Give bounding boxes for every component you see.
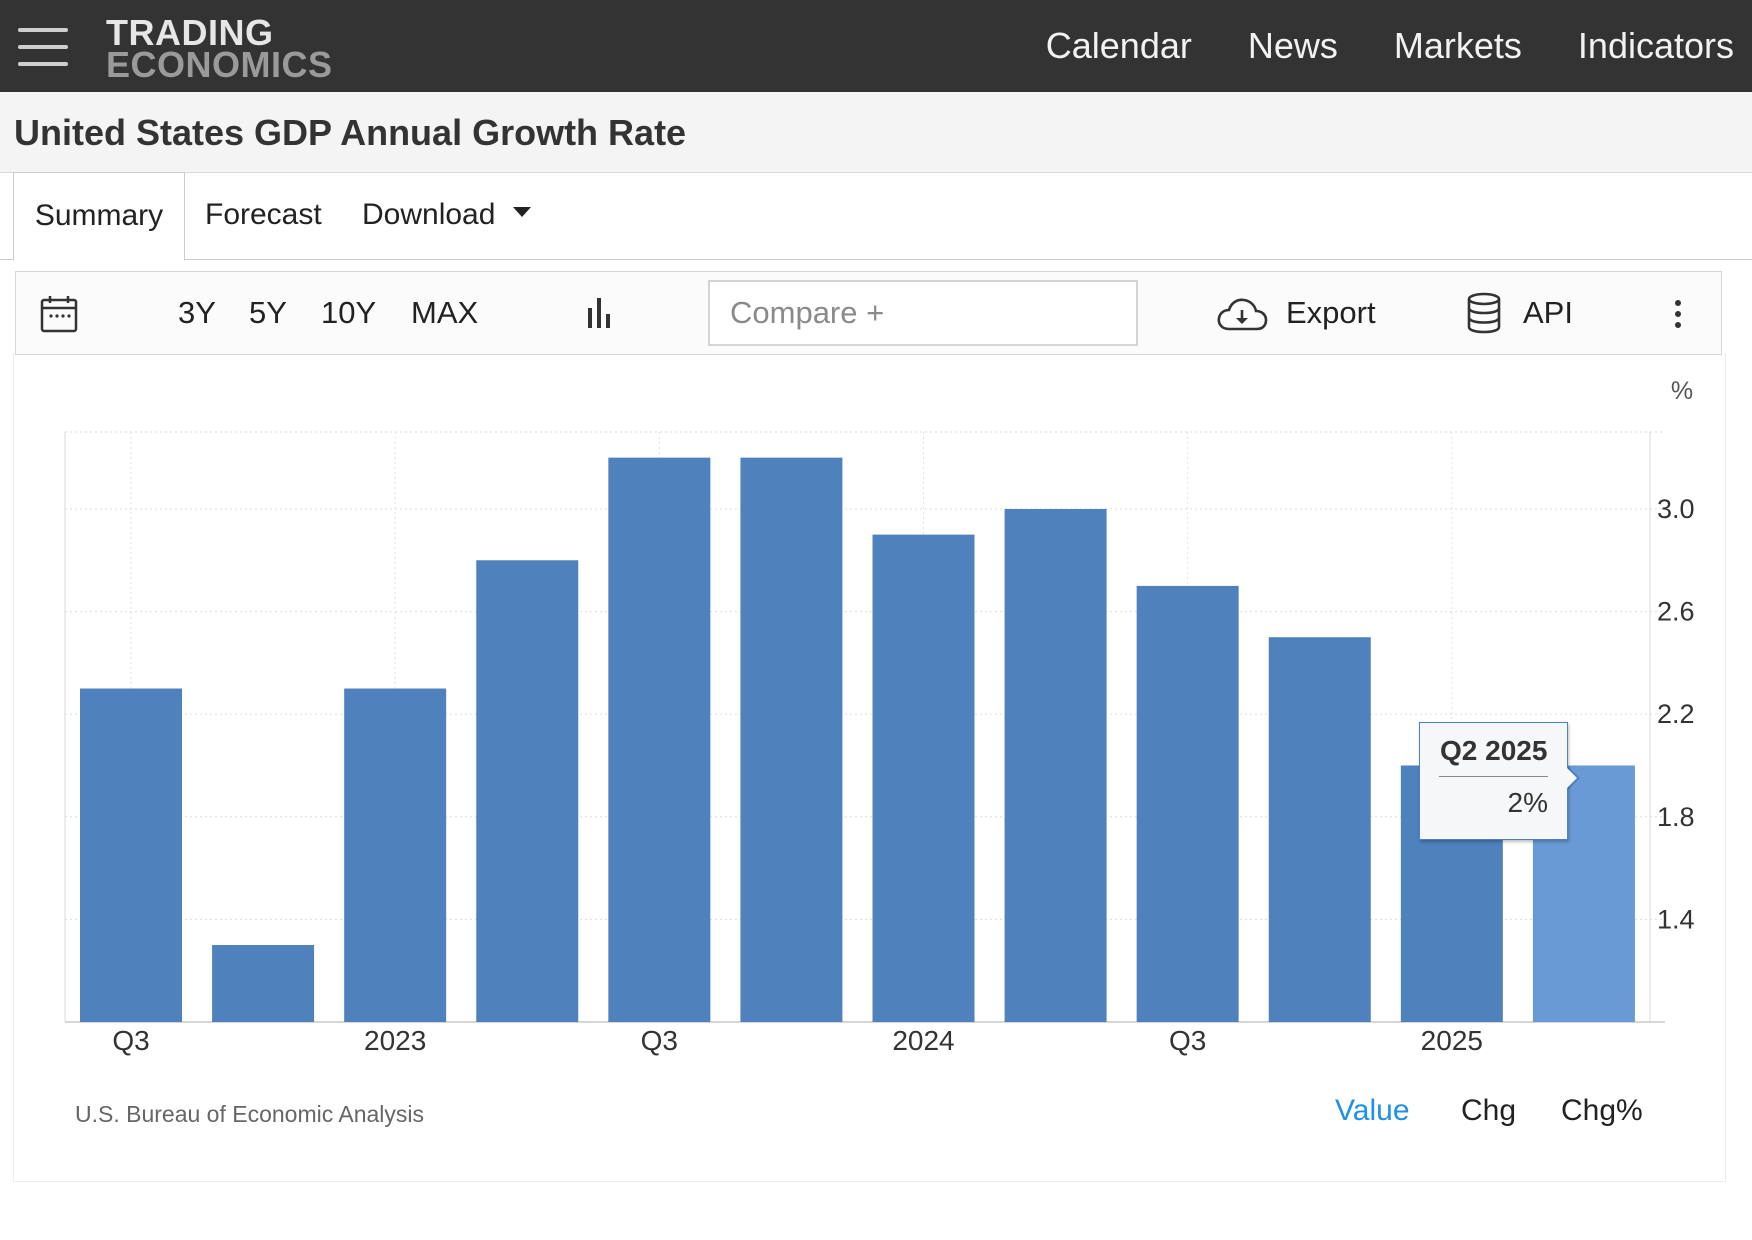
compare-input[interactable]: [708, 280, 1138, 346]
more-options-icon[interactable]: [1673, 299, 1683, 329]
y-tick-label: 1.8: [1657, 802, 1695, 832]
tooltip-value: 2%: [1507, 787, 1548, 818]
bar-q4-2022[interactable]: [212, 945, 315, 1022]
range-10y[interactable]: 10Y: [321, 295, 377, 330]
tooltip-arrow-fill: [1566, 767, 1577, 789]
chevron-down-icon: [513, 207, 532, 218]
nav-calendar[interactable]: Calendar: [1045, 25, 1192, 66]
x-tick-label: Q3: [1169, 1025, 1206, 1056]
export-button[interactable]: Export: [1286, 295, 1376, 330]
nav-markets[interactable]: Markets: [1393, 25, 1522, 66]
tab-bar: Summary Forecast Download: [0, 172, 1752, 261]
bar-q2-2024[interactable]: [1004, 508, 1107, 1022]
chart-toolbar: 3Y 5Y 10Y MAX Export API: [15, 271, 1722, 355]
tab-download[interactable]: Download: [362, 172, 532, 259]
bar-q3-2022[interactable]: [80, 688, 182, 1022]
title-bar: United States GDP Annual Growth Rate: [0, 92, 1752, 173]
logo-line-2: ECONOMICS: [106, 44, 333, 86]
top-navbar: TRADING ECONOMICS Calendar News Markets …: [0, 0, 1752, 92]
page-title: United States GDP Annual Growth Rate: [14, 112, 687, 153]
bar-q4-2024[interactable]: [1268, 637, 1371, 1022]
tooltip-title: Q2 2025: [1440, 735, 1548, 766]
bar-q1-2023[interactable]: [344, 688, 447, 1022]
tab-forecast[interactable]: Forecast: [205, 172, 322, 259]
bar-q4-2023[interactable]: [740, 457, 843, 1022]
x-tick-label: 2023: [364, 1025, 426, 1056]
bar-q1-2024[interactable]: [872, 534, 975, 1022]
nav-news[interactable]: News: [1247, 25, 1338, 66]
x-tick-label: Q3: [112, 1025, 149, 1056]
y-tick-label: 2.6: [1657, 597, 1695, 627]
x-tick-label: 2025: [1421, 1025, 1483, 1056]
site-logo[interactable]: TRADING ECONOMICS: [106, 12, 333, 86]
range-3y[interactable]: 3Y: [178, 295, 216, 330]
cloud-download-icon[interactable]: [1216, 296, 1268, 336]
main-nav: Calendar News Markets Indicators: [990, 0, 1752, 92]
y-tick-label: 1.4: [1657, 904, 1695, 934]
hamburger-menu-icon[interactable]: [18, 28, 68, 66]
calendar-icon[interactable]: [40, 294, 78, 333]
tab-download-label: Download: [362, 198, 496, 231]
bar-chart-type-icon[interactable]: [586, 296, 616, 330]
nav-indicators[interactable]: Indicators: [1577, 25, 1734, 66]
data-source: U.S. Bureau of Economic Analysis: [75, 1101, 424, 1127]
bar-q3-2023[interactable]: [608, 457, 711, 1022]
range-5y[interactable]: 5Y: [249, 295, 287, 330]
view-tab-chg-percent[interactable]: Chg%: [1561, 1094, 1643, 1127]
y-tick-label: 2.2: [1657, 699, 1695, 729]
tooltip-divider: [1439, 776, 1548, 777]
api-button[interactable]: API: [1523, 295, 1573, 330]
chart-tooltip: Q2 2025 2%: [1419, 722, 1568, 840]
logo-line-1: TRADING: [106, 12, 274, 53]
y-axis-unit: %: [1671, 377, 1693, 405]
database-icon[interactable]: [1466, 292, 1502, 334]
bar-q3-2024[interactable]: [1136, 585, 1239, 1022]
x-tick-label: Q3: [641, 1025, 678, 1056]
tab-summary-label: Summary: [34, 199, 164, 232]
tab-summary[interactable]: Summary: [13, 172, 185, 261]
chart-container: [13, 353, 1726, 1182]
view-tab-chg[interactable]: Chg: [1461, 1094, 1517, 1127]
tab-forecast-label: Forecast: [205, 198, 322, 231]
view-tab-value[interactable]: Value: [1335, 1094, 1410, 1127]
y-tick-label: 3.0: [1657, 494, 1695, 524]
bar-q2-2023[interactable]: [476, 560, 579, 1022]
x-tick-label: 2024: [892, 1025, 954, 1056]
range-max[interactable]: MAX: [411, 295, 479, 330]
